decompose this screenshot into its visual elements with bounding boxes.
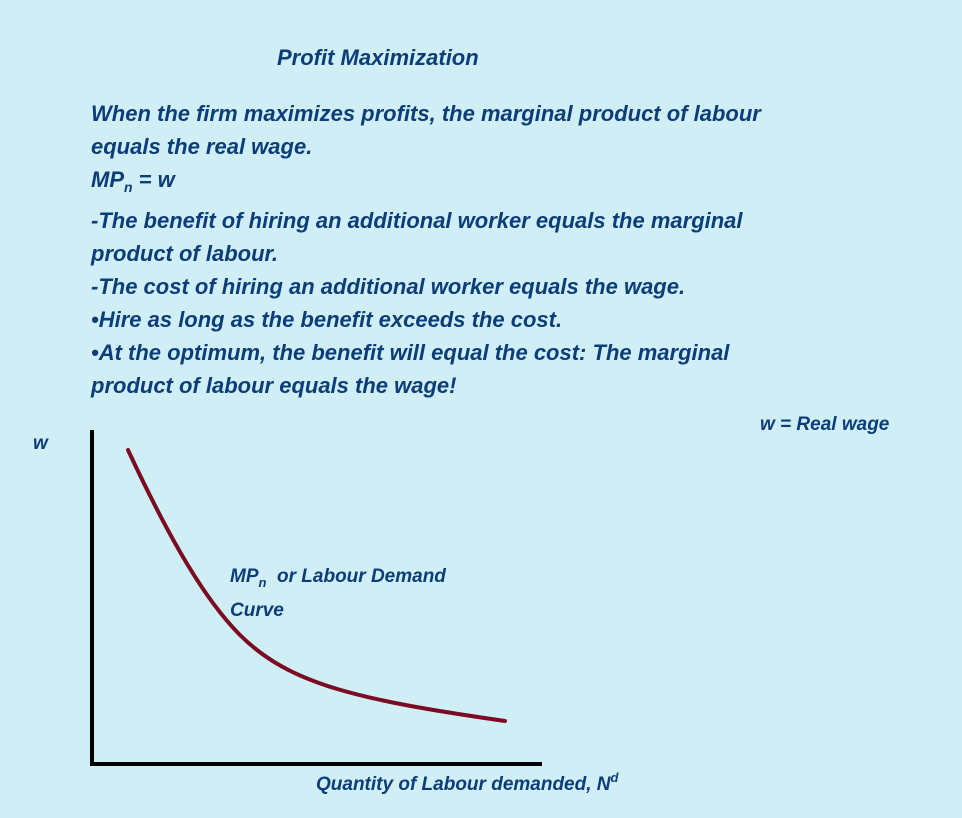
x-axis-superscript: d bbox=[610, 770, 619, 785]
equation-subscript: n bbox=[124, 179, 133, 195]
x-axis-label: Quantity of Labour demanded, Nd bbox=[316, 770, 618, 796]
text-line-1: When the firm maximizes profits, the mar… bbox=[91, 101, 761, 126]
curve-label-mp: MP bbox=[230, 566, 259, 587]
curve-label-line-1: MPn or Labour Demand bbox=[230, 563, 446, 597]
x-axis-label-text: Quantity of Labour demanded, N bbox=[316, 774, 611, 795]
curve-label-subscript: n bbox=[258, 575, 267, 590]
slide-title: Profit Maximization bbox=[277, 45, 479, 70]
text-line-4: -The benefit of hiring an additional wor… bbox=[91, 208, 743, 233]
labour-demand-curve bbox=[126, 448, 507, 723]
curve-label: MPn or Labour Demand Curve bbox=[230, 563, 446, 625]
legend-text: w = Real wage bbox=[760, 414, 890, 435]
text-line-6: -The cost of hiring an additional worker… bbox=[91, 274, 686, 299]
text-line-2: equals the real wage. bbox=[91, 134, 313, 159]
equation-line: MPn = w bbox=[91, 163, 851, 204]
text-line-7: •Hire as long as the benefit exceeds the… bbox=[91, 307, 563, 332]
text-line-9: product of labour equals the wage! bbox=[91, 373, 457, 398]
text-line-5: product of labour. bbox=[91, 241, 278, 266]
text-line-8: •At the optimum, the benefit will equal … bbox=[91, 340, 730, 365]
curve-label-rest: or Labour Demand bbox=[266, 566, 446, 587]
body-text: When the firm maximizes profits, the mar… bbox=[91, 97, 851, 402]
curve-label-line-2: Curve bbox=[230, 600, 284, 621]
equation-mp: MP bbox=[91, 167, 124, 192]
y-axis-label: w bbox=[33, 433, 48, 454]
equation-rest: = w bbox=[132, 167, 175, 192]
